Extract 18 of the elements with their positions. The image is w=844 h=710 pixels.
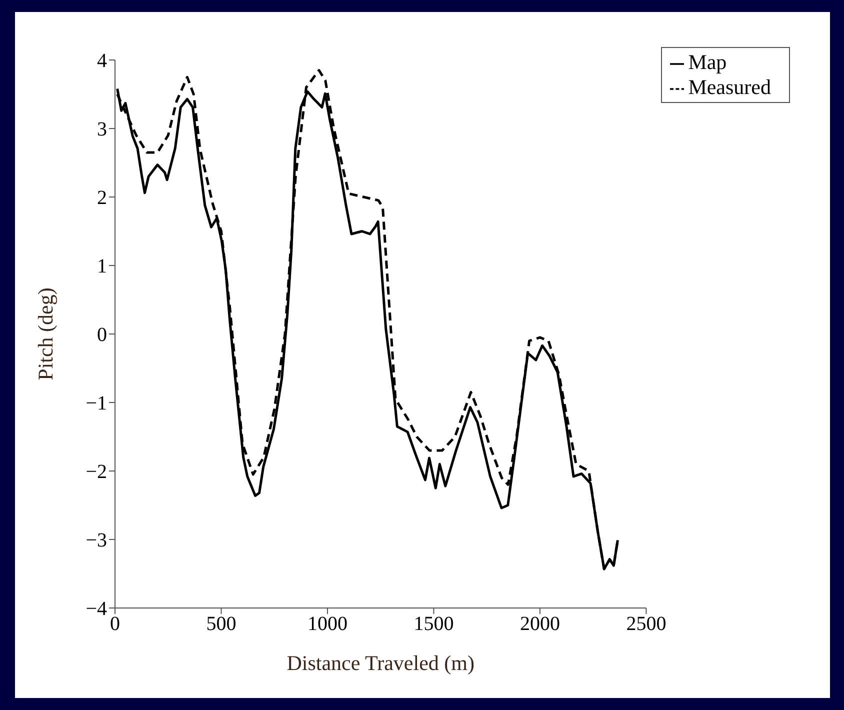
y-tick-label: −4: [86, 598, 107, 620]
y-tick-label: −3: [86, 530, 107, 552]
x-axis-title: Distance Traveled (m): [286, 651, 474, 675]
x-tick-label: 2500: [626, 613, 666, 636]
x-tick-label: 1000: [307, 613, 348, 636]
y-tick-label: 2: [97, 187, 107, 210]
legend-label: Map: [688, 50, 727, 74]
y-tick-label: −2: [86, 461, 107, 484]
legend-label: Measured: [688, 75, 771, 99]
y-tick-label: −1: [86, 392, 107, 415]
x-tick-label: 500: [206, 613, 236, 636]
y-tick-label: 3: [97, 118, 107, 141]
y-tick-label: 1: [97, 256, 107, 278]
y-axis-title: Pitch (deg): [33, 288, 58, 380]
y-tick-label: 0: [97, 324, 107, 346]
x-tick-label: 2000: [520, 613, 560, 636]
x-tick-label: 1500: [414, 613, 454, 636]
y-tick-label: 4: [97, 50, 107, 72]
